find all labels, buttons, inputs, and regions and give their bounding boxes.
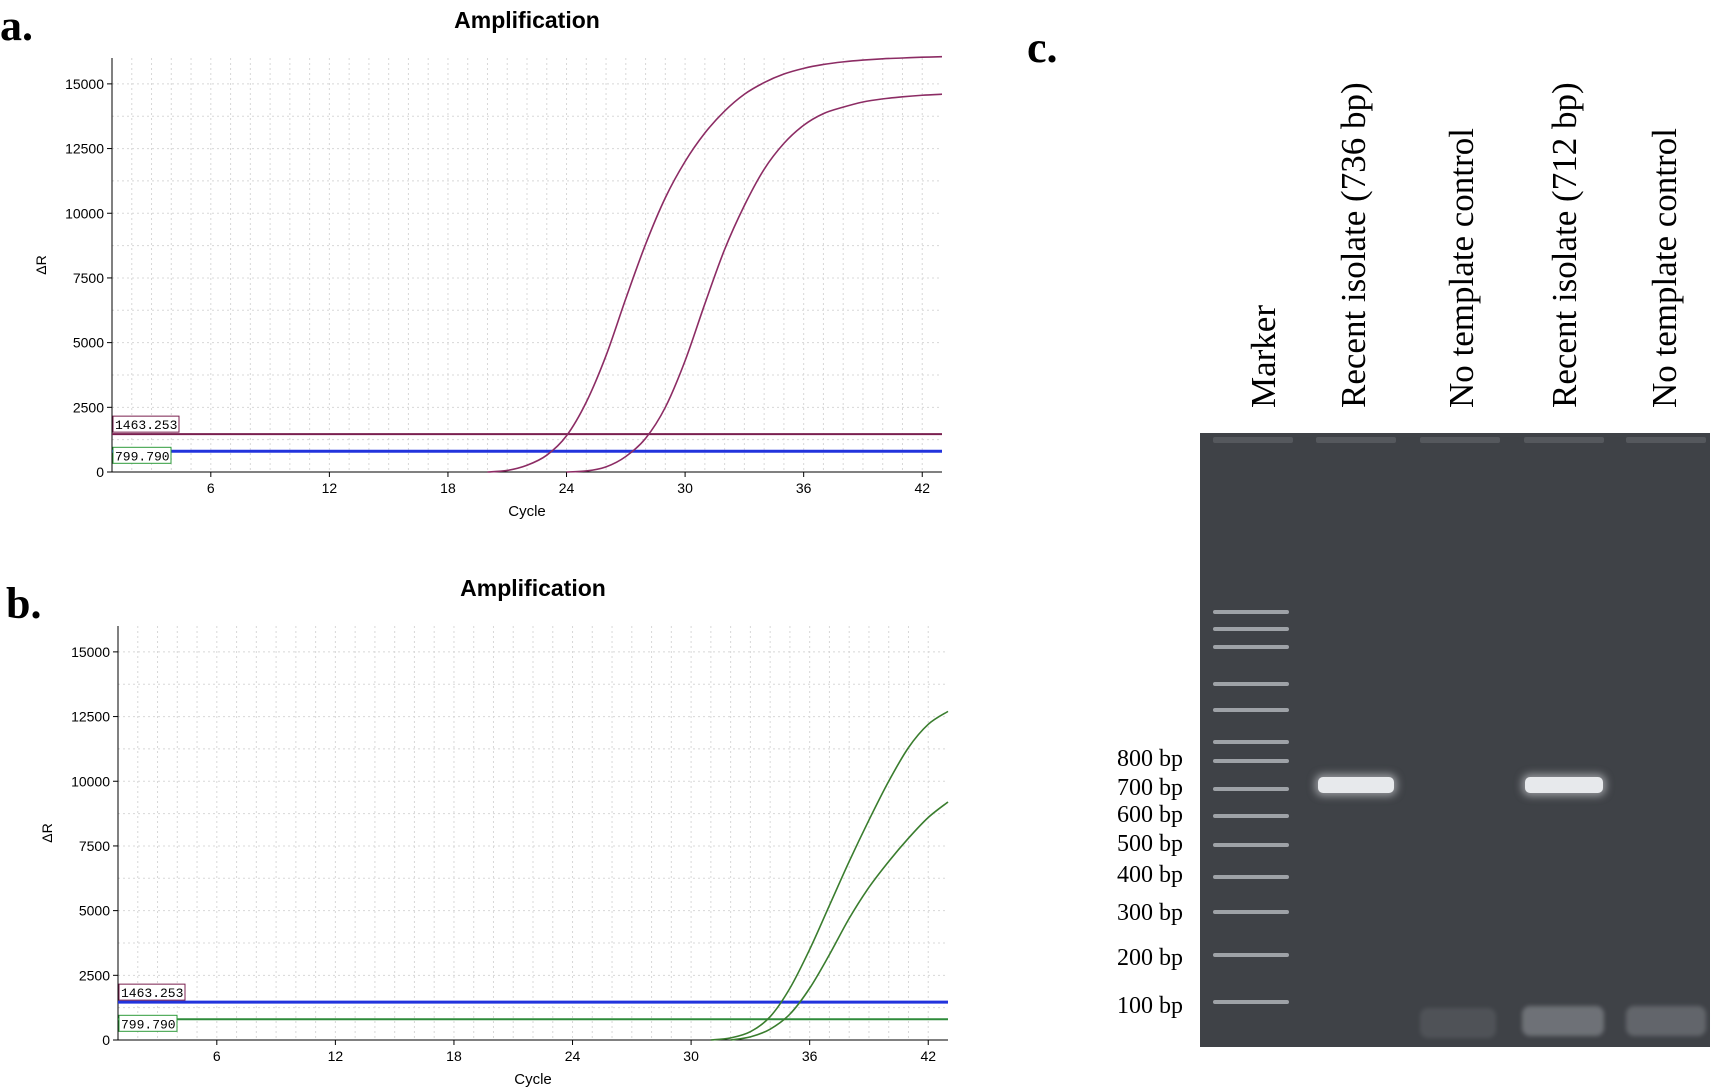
y-tick-label: 12500	[71, 709, 110, 725]
panel-c-label: c.	[1027, 23, 1058, 72]
bp-label-100: 100 bp	[1117, 993, 1183, 1019]
threshold-label-box	[112, 415, 180, 433]
x-tick-label: 24	[565, 1048, 581, 1064]
sample-band-712bp	[1525, 777, 1603, 793]
x-tick-label: 6	[213, 1048, 221, 1064]
ladder-band	[1213, 682, 1289, 686]
sample-band-736bp	[1318, 777, 1394, 793]
panel-b-label: b.	[6, 579, 42, 628]
gel-well	[1524, 437, 1604, 443]
bp-label-700: 700 bp	[1117, 775, 1183, 801]
amplification-chart-b: Amplification Cycle ΔR 6 12 18 24 30 36 42 0 2500 50…	[39, 575, 949, 1088]
gel-well	[1420, 437, 1500, 443]
y-tick-label: 12500	[65, 141, 104, 157]
amplification-chart-a: Amplification Cycle ΔR 6 12 18 24 30 36 42 0 2500 50…	[33, 7, 943, 520]
bp-label-800: 800 bp	[1117, 746, 1183, 772]
lane-label-marker: Marker	[1244, 304, 1283, 408]
amplification-curve	[487, 55, 943, 473]
threshold-label: 799.790	[121, 1017, 176, 1032]
amplification-curve	[566, 93, 943, 473]
y-axis-label: ΔR	[33, 255, 49, 274]
y-tick-label: 10000	[71, 773, 110, 789]
ladder-band	[1213, 708, 1289, 712]
x-tick-label: 6	[207, 480, 215, 496]
panel-a-label: a.	[0, 1, 33, 50]
ladder-band	[1213, 759, 1289, 763]
chart-title: Amplification	[454, 7, 600, 33]
threshold-label: 799.790	[115, 449, 170, 464]
threshold-label-box	[118, 1014, 178, 1032]
lane-label-recent-isolate-736: Recent isolate (736 bp)	[1334, 82, 1373, 408]
lane-label-ntc-1: No template control	[1442, 128, 1481, 408]
y-tick-label: 15000	[65, 76, 104, 92]
ladder-band	[1213, 953, 1289, 957]
bp-label-300: 300 bp	[1117, 900, 1183, 926]
ladder-band	[1213, 627, 1289, 631]
x-tick-label: 12	[322, 480, 338, 496]
x-tick-label: 36	[796, 480, 812, 496]
ladder-band	[1213, 1000, 1289, 1004]
ladder-band	[1213, 787, 1289, 791]
ladder-band	[1213, 843, 1289, 847]
x-tick-label: 30	[683, 1048, 699, 1064]
y-tick-label: 0	[96, 464, 104, 480]
threshold-label-box	[118, 983, 186, 1001]
amplification-curve	[730, 801, 949, 1041]
bp-label-400: 400 bp	[1117, 862, 1183, 888]
gel-well	[1316, 437, 1396, 443]
y-tick-label: 7500	[79, 838, 110, 854]
x-tick-label: 18	[440, 480, 456, 496]
y-tick-label: 0	[102, 1032, 110, 1048]
threshold-label: 1463.253	[115, 418, 177, 433]
bp-label-200: 200 bp	[1117, 945, 1183, 971]
primer-dimer-smear	[1420, 1008, 1496, 1038]
y-tick-label: 7500	[73, 270, 104, 286]
y-tick-label: 2500	[79, 967, 110, 983]
y-tick-label: 15000	[71, 644, 110, 660]
threshold-label-box	[112, 446, 172, 464]
x-tick-label: 12	[328, 1048, 344, 1064]
primer-dimer-smear	[1626, 1006, 1706, 1036]
threshold-label: 1463.253	[121, 986, 183, 1001]
chart-title: Amplification	[460, 575, 606, 601]
ladder-band	[1213, 910, 1289, 914]
ladder-band	[1213, 740, 1289, 744]
y-tick-label: 2500	[73, 399, 104, 415]
bp-label-500: 500 bp	[1117, 831, 1183, 857]
amplification-curve	[710, 710, 949, 1041]
bp-label-600: 600 bp	[1117, 802, 1183, 828]
ladder-band	[1213, 875, 1289, 879]
x-tick-label: 42	[920, 1048, 936, 1064]
lane-label-ntc-2: No template control	[1645, 128, 1684, 408]
x-tick-label: 36	[802, 1048, 818, 1064]
x-tick-label: 30	[677, 480, 693, 496]
y-tick-label: 5000	[73, 335, 104, 351]
ladder-band	[1213, 610, 1289, 614]
primer-dimer-smear	[1522, 1006, 1604, 1036]
y-tick-label: 10000	[65, 205, 104, 221]
x-tick-label: 24	[559, 480, 575, 496]
x-axis-label: Cycle	[514, 1071, 552, 1088]
ladder-band	[1213, 645, 1289, 649]
gel-well	[1213, 437, 1293, 443]
gel-well	[1626, 437, 1706, 443]
x-tick-label: 18	[446, 1048, 462, 1064]
x-axis-label: Cycle	[508, 503, 546, 520]
x-tick-label: 42	[914, 480, 930, 496]
ladder-band	[1213, 814, 1289, 818]
lane-label-recent-isolate-712: Recent isolate (712 bp)	[1545, 82, 1584, 408]
y-axis-label: ΔR	[39, 823, 55, 842]
y-tick-label: 5000	[79, 903, 110, 919]
